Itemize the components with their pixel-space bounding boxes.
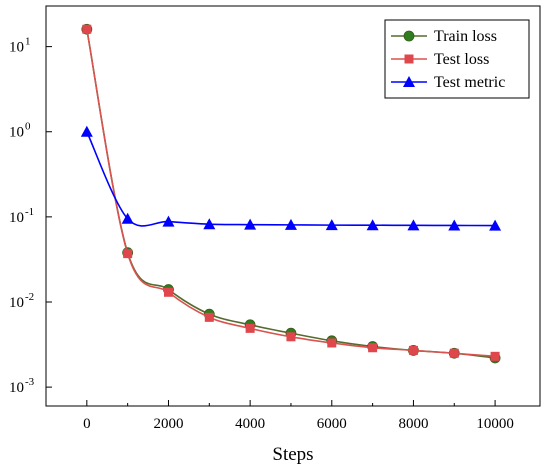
x-tick-label: 6000 <box>317 416 347 432</box>
x-tick-label: 10000 <box>476 416 514 432</box>
y-tick-label: 10 <box>9 125 24 141</box>
data-point <box>489 219 502 231</box>
y-tick-exponent: 1 <box>25 36 31 48</box>
data-point <box>244 218 257 230</box>
data-point <box>82 24 92 34</box>
data-point <box>325 219 338 231</box>
data-point <box>123 249 133 259</box>
data-point <box>162 215 175 227</box>
x-tick-label: 0 <box>83 416 91 432</box>
plot-frame <box>45 5 541 407</box>
data-point <box>449 348 459 358</box>
data-point <box>245 323 255 333</box>
legend-marker <box>403 76 415 87</box>
series-line <box>86 131 496 227</box>
legend-label: Train loss <box>434 28 497 45</box>
data-point <box>366 219 379 231</box>
y-tick-exponent: 0 <box>25 121 31 133</box>
series-test-loss <box>82 24 500 361</box>
data-point <box>286 332 296 342</box>
data-point <box>284 218 297 230</box>
legend-label: Test metric <box>434 74 505 91</box>
data-point <box>121 212 134 224</box>
data-point <box>163 287 173 297</box>
y-tick-exponent: -1 <box>25 206 34 218</box>
x-axis-ticks: 0 2000 4000 6000 8000 10000 <box>83 400 514 432</box>
data-point <box>448 219 461 231</box>
legend-marker <box>404 54 414 64</box>
data-point <box>204 312 214 322</box>
y-tick-label: 10 <box>9 380 24 396</box>
series-layer <box>80 23 502 364</box>
data-point <box>407 219 420 231</box>
data-point <box>408 345 418 355</box>
y-tick-exponent: -3 <box>25 376 35 388</box>
data-point <box>368 343 378 353</box>
data-point <box>490 351 500 361</box>
y-tick-exponent: -2 <box>25 291 34 303</box>
legend-label: Test loss <box>434 51 489 68</box>
data-point <box>327 338 337 348</box>
data-point <box>203 218 216 230</box>
legend-marker <box>403 30 415 42</box>
x-tick-label: 8000 <box>398 416 428 432</box>
x-axis-title: Steps <box>272 444 313 465</box>
y-tick-label: 10 <box>9 295 24 311</box>
x-tick-label: 4000 <box>235 416 265 432</box>
legend: Train loss Test loss Test metric <box>384 19 530 99</box>
y-tick-label: 10 <box>9 40 24 56</box>
y-tick-label: 10 <box>9 210 24 226</box>
x-tick-label: 2000 <box>153 416 183 432</box>
series-test-metric <box>80 125 502 231</box>
data-point <box>80 125 93 137</box>
